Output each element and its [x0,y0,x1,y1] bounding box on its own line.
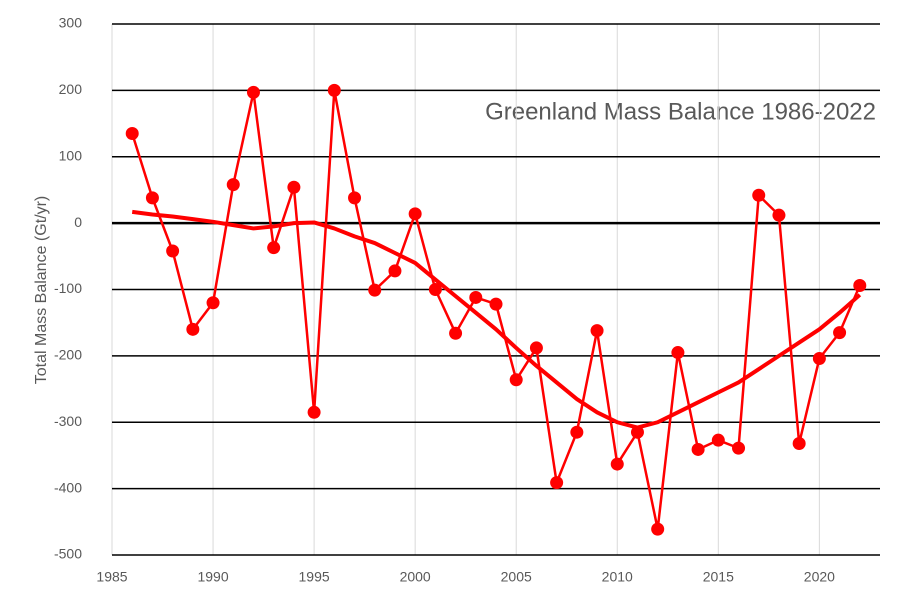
data-point [267,241,281,255]
x-tick-label: 2020 [804,569,835,585]
y-tick-label: 100 [59,147,83,163]
data-point [509,373,523,387]
data-point [752,188,766,202]
data-point [711,433,725,447]
data-point [428,283,442,296]
y-tick-label: -200 [54,347,82,363]
data-point [792,436,806,450]
data-point [550,476,564,490]
data-point [651,522,665,536]
y-tick-label: -500 [54,546,82,562]
data-point [166,244,180,258]
data-point [529,341,543,355]
data-point [226,178,240,192]
data-point [348,191,362,205]
y-tick-label: 200 [59,81,83,97]
data-point [449,326,463,340]
x-tick-label: 1985 [96,569,127,585]
data-point [671,346,685,360]
data-point [772,208,786,222]
data-point [833,326,847,340]
x-tick-label: 2005 [501,569,532,585]
x-tick-label: 2000 [400,569,431,585]
data-point [145,191,159,205]
x-tick-label: 2010 [602,569,633,585]
data-point [489,297,503,311]
data-point [732,441,746,455]
data-point [691,442,705,456]
data-point [610,457,624,471]
data-point [570,425,584,439]
y-tick-label: -400 [54,479,82,495]
y-tick-label: 300 [59,15,83,31]
data-point [368,283,382,297]
data-point [287,180,301,194]
data-point [853,279,867,293]
data-line [131,209,862,430]
data-point [246,85,260,99]
data-point [408,207,422,221]
data-point [307,405,321,419]
data-point [812,352,826,366]
data-point [388,264,402,278]
x-tick-label: 2015 [703,569,734,585]
data-point [590,324,604,338]
y-tick-label: 0 [74,214,82,230]
data-point [630,425,644,439]
x-tick-label: 1990 [197,569,228,585]
x-tick-label: 1995 [299,569,330,585]
chart-title: Greenland Mass Balance 1986-2022 [485,98,876,125]
y-tick-label: -300 [54,413,82,429]
y-axis-label: Total Mass Balance (Gt/yr) [33,196,50,385]
data-point [327,83,341,97]
data-point [125,127,139,141]
data-point [469,290,483,304]
data-point [186,322,200,336]
y-tick-label: -100 [54,280,82,296]
data-point [206,296,220,310]
